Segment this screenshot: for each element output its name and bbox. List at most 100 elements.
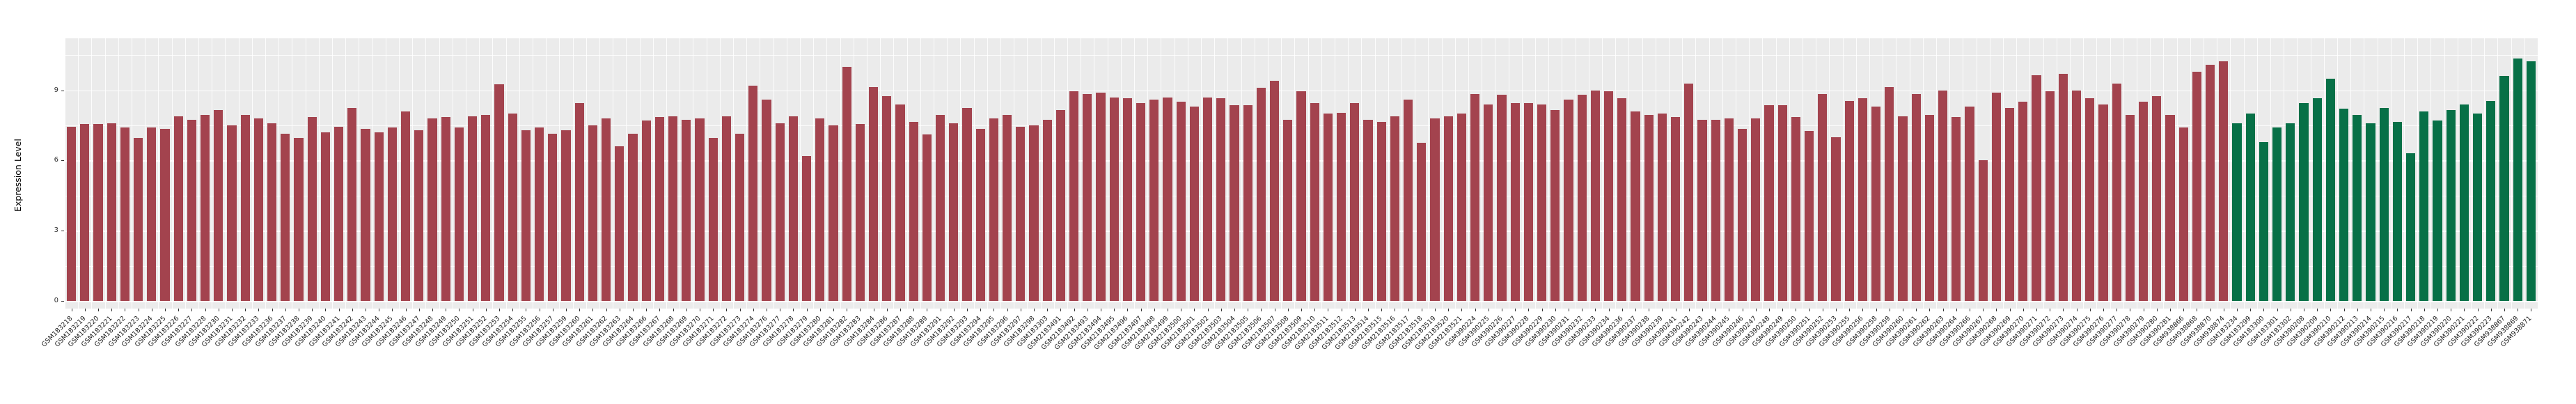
bar (2192, 71, 2202, 301)
x-tick-mark (1715, 309, 1717, 311)
x-tick-mark (1435, 309, 1436, 311)
vertical-gridline (1468, 38, 1469, 309)
x-tick-mark (819, 309, 821, 311)
vertical-gridline (2029, 38, 2031, 309)
x-tick-mark (1862, 309, 1864, 311)
vertical-gridline (947, 38, 948, 309)
bar (588, 125, 598, 301)
vertical-gridline (1241, 38, 1242, 309)
bar (1737, 129, 1748, 301)
bar (561, 130, 571, 301)
bar (815, 118, 825, 301)
bar (1176, 102, 1186, 301)
bar (2459, 104, 2469, 301)
vertical-gridline (1348, 38, 1349, 309)
bar (1069, 91, 1079, 301)
bar (1617, 98, 1627, 301)
x-tick-mark (2089, 309, 2091, 311)
x-tick-mark (1381, 309, 1383, 311)
bar (2098, 104, 2108, 301)
vertical-gridline (652, 38, 654, 309)
x-tick-mark (1876, 309, 1877, 311)
x-tick-mark (2437, 309, 2438, 311)
vertical-gridline (78, 38, 79, 309)
vertical-gridline (2430, 38, 2432, 309)
x-tick-mark (806, 309, 808, 311)
x-tick-mark (418, 309, 420, 311)
bar (775, 123, 785, 301)
vertical-gridline (184, 38, 186, 309)
x-tick-mark (512, 309, 514, 311)
bar (1724, 118, 1734, 301)
bar (1791, 117, 1801, 301)
bar (347, 107, 357, 301)
bar (895, 104, 905, 301)
bar (1550, 110, 1560, 301)
vertical-gridline (2471, 38, 2472, 309)
x-tick-mark (2009, 309, 2011, 311)
x-tick-mark (1782, 309, 1784, 311)
bar (2405, 153, 2416, 301)
bar (253, 118, 264, 301)
x-tick-mark (1475, 309, 1476, 311)
x-tick-mark (659, 309, 661, 311)
vertical-gridline (2110, 38, 2111, 309)
bar (882, 96, 892, 301)
bar (641, 121, 651, 301)
x-tick-mark (352, 309, 353, 311)
bar (1965, 107, 1974, 301)
vertical-gridline (412, 38, 414, 309)
bar (2232, 123, 2242, 301)
x-tick-mark (258, 309, 260, 311)
bar (2325, 78, 2336, 301)
x-tick-mark (1234, 309, 1235, 311)
bar (1577, 95, 1587, 301)
x-tick-mark (1301, 309, 1302, 311)
x-tick-mark (2477, 309, 2479, 311)
x-tick-mark (1408, 309, 1409, 311)
bar (1470, 93, 1480, 301)
vertical-gridline (1749, 38, 1750, 309)
minor-gridline (65, 55, 2538, 56)
bar (173, 116, 183, 301)
x-tick-mark (967, 309, 968, 311)
bar (2486, 100, 2496, 301)
x-tick-mark (2170, 309, 2171, 311)
bar (1844, 100, 1854, 301)
x-tick-mark (686, 309, 687, 311)
bar (1697, 119, 1707, 301)
bar (481, 114, 491, 301)
vertical-gridline (1053, 38, 1055, 309)
bar (441, 117, 450, 301)
vertical-gridline (2083, 38, 2084, 309)
vertical-gridline (1454, 38, 1456, 309)
x-tick-mark (1127, 309, 1129, 311)
bar (1163, 97, 1172, 301)
bar (307, 117, 317, 301)
bar (788, 116, 799, 301)
x-tick-mark (726, 309, 728, 311)
y-axis-title: Expression Level (13, 139, 23, 212)
x-tick-mark (1140, 309, 1142, 311)
vertical-gridline (1829, 38, 1830, 309)
bar (574, 103, 584, 301)
x-tick-mark (860, 309, 861, 311)
y-tick-label: 0 (54, 297, 58, 304)
bar (615, 146, 625, 301)
bar (1456, 114, 1467, 301)
bar (695, 118, 705, 301)
bar (628, 133, 638, 301)
bar (66, 126, 77, 301)
bar (2272, 127, 2282, 301)
bar (1083, 93, 1092, 301)
vertical-gridline (1628, 38, 1630, 309)
bar (294, 138, 304, 301)
x-tick-mark (432, 309, 433, 311)
x-tick-mark (1983, 309, 1984, 311)
bar (2138, 102, 2149, 301)
bar (1230, 105, 1239, 301)
vertical-gridline (318, 38, 320, 309)
x-tick-mark (272, 309, 273, 311)
x-tick-mark (2250, 309, 2252, 311)
vertical-gridline (1374, 38, 1376, 309)
